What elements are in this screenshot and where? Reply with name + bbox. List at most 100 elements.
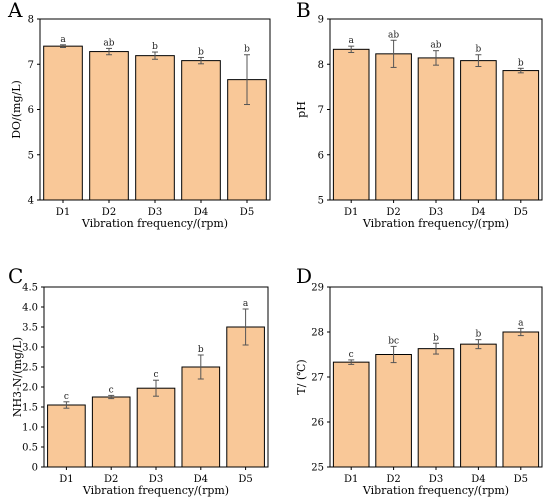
y-tick-label: 0	[32, 463, 38, 474]
significance-label: b	[198, 345, 204, 355]
x-axis-title: Vibration frequency/(rpm)	[81, 217, 228, 230]
y-tick-label: 4.0	[22, 303, 38, 314]
y-tick-label: 2.5	[22, 363, 38, 374]
x-axis-title: Vibration frequency/(rpm)	[82, 484, 229, 497]
y-axis-title: pH	[295, 101, 308, 118]
significance-label: a	[349, 36, 355, 46]
x-tick-label: D2	[104, 474, 118, 485]
significance-label: a	[518, 318, 524, 328]
x-tick-label: D1	[56, 207, 70, 218]
bar	[375, 354, 412, 468]
x-tick-label: D1	[59, 474, 73, 485]
chart-panel-b: Ba D1 ab D2 ab D3 b D4 b D5 5 6 7 8 9 Vibration frequen…	[295, 0, 543, 230]
x-axis-title: Vibration frequency/(rpm)	[362, 484, 509, 497]
y-tick-label: 7	[318, 105, 324, 116]
significance-label: bc	[388, 336, 399, 346]
bar	[181, 366, 221, 468]
significance-label: ab	[388, 30, 399, 40]
x-axis-title: Vibration frequency/(rpm)	[362, 217, 509, 230]
y-tick-label: 4.5	[22, 283, 38, 294]
panel-letter: B	[296, 0, 311, 22]
bar	[332, 361, 370, 468]
bar	[226, 326, 265, 468]
y-tick-label: 1.0	[22, 423, 38, 434]
y-tick-label: 9	[318, 15, 324, 26]
bar	[332, 48, 370, 201]
x-tick-label: D1	[344, 207, 358, 218]
x-tick-label: D2	[386, 474, 400, 485]
significance-label: b	[518, 58, 524, 68]
y-tick-label: 0.5	[22, 443, 38, 454]
bar	[502, 331, 540, 468]
y-tick-label: 2.0	[22, 383, 38, 394]
x-tick-label: D3	[429, 207, 443, 218]
y-tick-label: 8	[318, 60, 324, 71]
bar	[91, 396, 131, 468]
significance-label: a	[60, 35, 66, 45]
y-tick-label: 5	[28, 150, 34, 161]
x-tick-label: D5	[240, 207, 254, 218]
significance-label: a	[243, 299, 249, 309]
y-tick-label: 6	[28, 105, 34, 116]
x-tick-label: D5	[514, 474, 528, 485]
x-tick-label: D3	[149, 474, 163, 485]
y-axis-title: T/ (℃)	[295, 359, 308, 394]
bar	[135, 55, 175, 201]
x-tick-label: D1	[344, 474, 358, 485]
significance-label: c	[349, 350, 354, 360]
x-tick-label: D3	[429, 474, 443, 485]
panel-letter: D	[296, 264, 312, 288]
panel-letter: C	[8, 264, 23, 288]
y-tick-label: 28	[311, 328, 324, 339]
significance-label: c	[153, 370, 158, 380]
chart-panel-c: Cc D1 c D2 c D3 b D4 a D5 0 0.5 1.0 1.5 2.0 2.5 3.0 3.5 4.…	[8, 264, 269, 497]
bar	[181, 60, 221, 201]
bar	[47, 404, 86, 468]
y-tick-label: 26	[311, 418, 324, 429]
y-tick-label: 6	[318, 150, 324, 161]
y-tick-label: 4	[28, 196, 34, 207]
y-axis-title: DO/(mg/L)	[10, 80, 23, 139]
y-tick-label: 3.5	[22, 323, 38, 334]
bar	[136, 387, 176, 468]
x-tick-label: D4	[194, 474, 208, 485]
y-tick-label: 25	[311, 463, 324, 474]
x-tick-label: D5	[238, 474, 252, 485]
bar	[89, 51, 129, 201]
significance-label: b	[476, 45, 482, 55]
bar	[460, 343, 497, 468]
x-tick-label: D2	[386, 207, 400, 218]
bar	[43, 45, 83, 201]
bar	[502, 70, 540, 201]
bar	[417, 348, 455, 468]
significance-label: b	[476, 330, 482, 340]
chart-panel-d: Dc D1 bc D2 b D3 b D4 a D5 25 26 27 28 29 Vibration fre…	[295, 264, 543, 497]
y-tick-label: 7	[28, 60, 34, 71]
significance-label: b	[198, 47, 204, 57]
significance-label: c	[109, 385, 114, 395]
x-tick-label: D5	[514, 207, 528, 218]
x-tick-label: D4	[471, 207, 485, 218]
y-tick-label: 1.5	[22, 403, 38, 414]
plot-frame	[43, 286, 269, 468]
bar	[375, 53, 412, 201]
significance-label: ab	[103, 38, 114, 48]
significance-label: c	[64, 392, 69, 402]
significance-label: b	[433, 333, 439, 343]
significance-label: ab	[430, 41, 441, 51]
significance-label: b	[152, 42, 158, 52]
x-tick-label: D3	[148, 207, 162, 218]
chart-panel-a: Aa D1 ab D2 b D3 b D4 b D5 4 5 6 7 8 Vibration frequenc…	[7, 0, 271, 230]
y-tick-label: 3.0	[22, 343, 38, 354]
y-tick-label: 5	[318, 196, 324, 207]
x-tick-label: D4	[471, 474, 485, 485]
y-axis-title: NH3-N/(mg/L)	[11, 337, 24, 417]
bar	[417, 57, 455, 201]
y-tick-label: 29	[311, 283, 324, 294]
bar	[460, 60, 497, 201]
y-tick-label: 27	[311, 373, 324, 384]
x-tick-label: D4	[194, 207, 208, 218]
x-tick-label: D2	[102, 207, 116, 218]
panel-letter: A	[7, 0, 23, 22]
